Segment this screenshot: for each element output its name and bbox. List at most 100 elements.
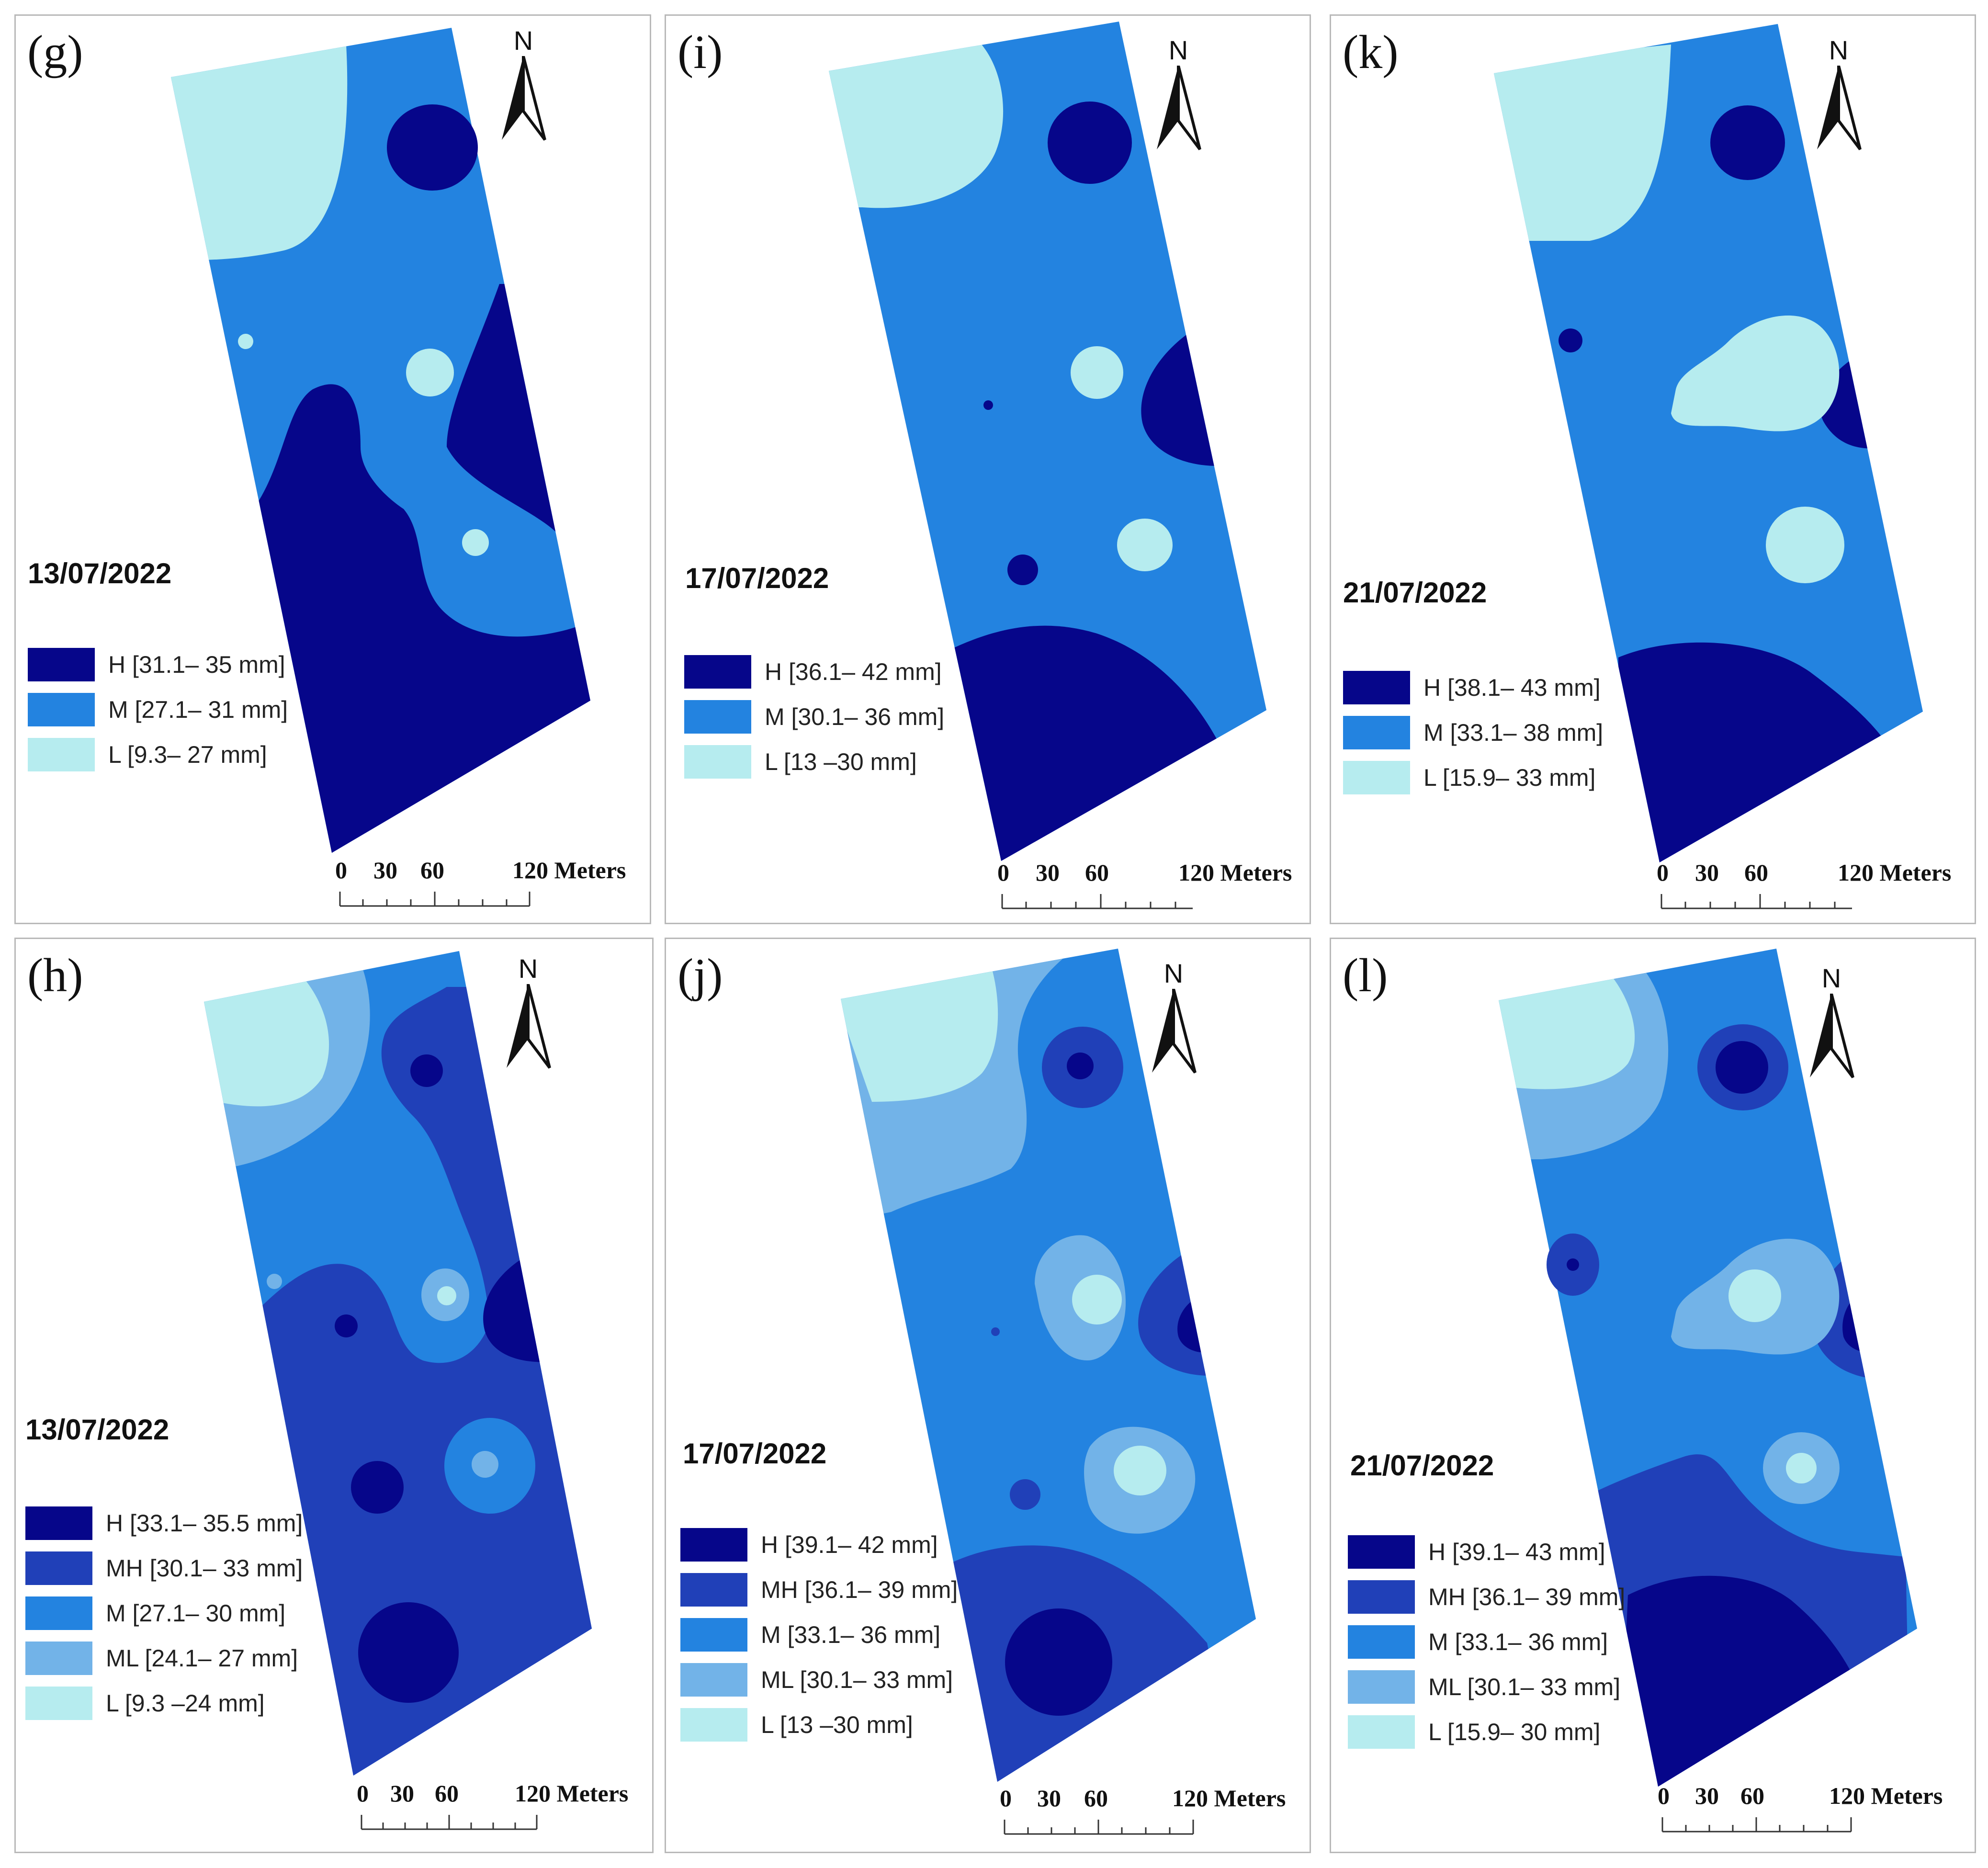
legend-swatch [1348,1580,1415,1614]
legend-text: ML [30.1– 33 mm] [1428,1674,1621,1700]
legend-swatch [684,655,751,689]
scale-tick-0: 0 [357,1780,369,1807]
legend-text: L [13 –30 mm] [761,1711,913,1738]
legend-item-m: M [27.1– 31 mm] [28,693,288,726]
legend-swatch [680,1573,747,1607]
spot-l3-g [238,334,253,349]
legend-text: H [33.1– 35.5 mm] [106,1510,303,1537]
field-map-j [841,949,1256,1782]
spot-h1-h [410,1054,443,1087]
legend-swatch [28,738,95,771]
legend-text: M [33.1– 38 mm] [1423,719,1604,746]
spot-h2-h [335,1314,358,1337]
spot-l2-g [462,529,489,556]
panel-label: (l) [1343,949,1388,1002]
legend: H [36.1– 42 mm] M [30.1– 36 mm] L [13 –3… [684,655,944,790]
zone-l2-k [1671,315,1840,431]
scale-bar: 0 30 60 120 Meters [997,859,1292,911]
legend-text: ML [24.1– 27 mm] [106,1645,298,1672]
north-letter: N [1163,958,1184,988]
zone-l-k [1494,45,1671,241]
scale-tick-60: 60 [435,1780,459,1807]
legend-swatch [1343,761,1410,794]
north-arrow: N [1810,35,1867,154]
spot-ml1-h [267,1274,282,1289]
scale-ruler [339,892,531,907]
legend-swatch [25,1596,92,1630]
legend-swatch [1348,1625,1415,1659]
scale-tick-60: 60 [1085,859,1109,886]
map-panel-k: (k) N 21/07/2022 H [38.1– 43 mm] M [33.1… [1330,14,1976,924]
panel-label: (h) [27,949,83,1002]
spot-h2-l [1567,1258,1579,1271]
legend-swatch [25,1687,92,1720]
legend-text: H [38.1– 43 mm] [1423,674,1601,701]
zone-l-l [1499,973,1635,1089]
date-label: 21/07/2022 [1343,577,1487,609]
map-panel-l: (l) N 21/07/2022 H [39.1– 43 mm] MH [36.… [1330,938,1976,1853]
date-label: 13/07/2022 [28,557,172,589]
scale-tick-60: 60 [1084,1785,1108,1811]
scale-tick-120: 120 Meters [512,857,626,883]
field-map-i [829,22,1266,861]
field-map-k [1494,24,1923,862]
legend-item-l: L [15.9– 33 mm] [1343,761,1603,794]
legend-swatch [1348,1715,1415,1749]
north-arrow-icon [1817,65,1862,150]
spot-l1-g [406,349,454,396]
legend-item-h: H [39.1– 42 mm] [680,1528,958,1562]
scale-bar: 0 30 60 120 Meters [335,856,626,909]
north-letter: N [1821,963,1841,993]
scale-ruler [1661,1817,1852,1833]
legend-item-l: L [9.3 –24 mm] [25,1687,303,1720]
scale-ruler [1660,894,1852,909]
legend-text: L [15.9– 30 mm] [1428,1719,1601,1745]
legend-item-m: M [30.1– 36 mm] [684,700,944,734]
legend-item-ml: ML [24.1– 27 mm] [25,1642,303,1675]
legend: H [38.1– 43 mm] M [33.1– 38 mm] L [15.9–… [1343,671,1603,806]
legend-text: M [27.1– 31 mm] [108,696,288,723]
panel-label: (j) [678,949,723,1002]
spot-l1-l [1728,1269,1781,1322]
scale-ruler [1004,1820,1194,1835]
scale-tick-0: 0 [335,857,347,883]
legend-text: L [9.3 –24 mm] [106,1690,265,1717]
scale-tick-60: 60 [420,857,444,883]
zone-l-j [841,968,998,1102]
legend-swatch [680,1528,747,1562]
north-arrow-icon [502,56,546,141]
scale-tick-0: 0 [1658,1782,1670,1809]
legend-item-m: M [33.1– 36 mm] [680,1618,958,1652]
spot-l2-i [1117,519,1173,571]
spot-h3-i [983,400,993,410]
legend-swatch [680,1618,747,1652]
legend-item-l: L [15.9– 30 mm] [1348,1715,1625,1749]
scale-ruler [1001,894,1193,909]
legend-item-h: H [31.1– 35 mm] [28,648,288,681]
legend-text: H [39.1– 43 mm] [1428,1539,1605,1565]
scale-bar: 0 30 60 120 Meters [1657,859,1951,911]
legend-item-m: M [27.1– 30 mm] [25,1596,303,1630]
north-arrow: N [495,25,552,145]
scale-tick-60: 60 [1740,1782,1764,1809]
spot-l2-j [1114,1446,1166,1495]
panel-label: (k) [1343,25,1399,79]
scale-tick-0: 0 [1000,1785,1012,1811]
legend-item-h: H [39.1– 43 mm] [1348,1535,1625,1569]
spot-mh2-j [991,1327,1000,1336]
spot-h2-j [1005,1608,1112,1716]
zone-l-h [204,977,329,1107]
legend-item-l: L [13 –30 mm] [680,1708,958,1742]
legend-swatch [684,700,751,734]
date-label: 17/07/2022 [685,562,829,594]
spot-h-k [1710,105,1785,180]
spot-h2-i [1007,555,1038,585]
scale-tick-60: 60 [1744,859,1768,886]
north-arrow-icon [1157,65,1201,150]
legend-text: ML [30.1– 33 mm] [761,1666,953,1693]
scale-tick-30: 30 [1037,1785,1061,1811]
legend-item-m: M [33.1– 38 mm] [1343,716,1603,749]
legend-item-mh: MH [36.1– 39 mm] [1348,1580,1625,1614]
map-panel-i: (i) N 17/07/2022 H [36.1– 42 mm] M [30.1… [665,14,1311,924]
zone-h-east-l [1842,1284,1906,1353]
